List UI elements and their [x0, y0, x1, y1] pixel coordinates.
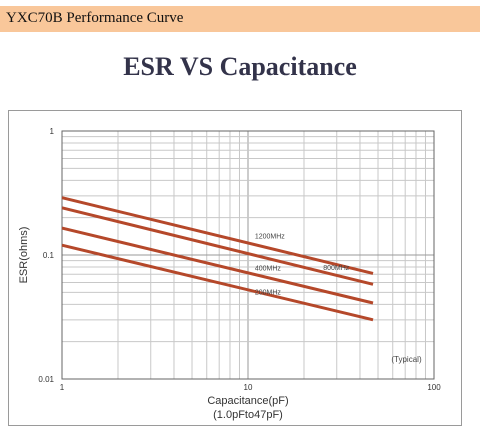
series-line: [61, 206, 374, 286]
y-tick-label: 0.1: [43, 251, 55, 260]
chart-frame: 1200MHz 800MHz 400MHz 200MHz 1 10 100 0.01 0.1 1…: [8, 110, 462, 426]
tick-layer: 1 10 100 0.01 0.1 1: [38, 127, 441, 392]
header-bar: YXC70B Performance Curve: [0, 6, 480, 32]
x-tick-label: 10: [244, 383, 253, 392]
series-line: [61, 243, 374, 322]
series-layer: 1200MHz 800MHz 400MHz 200MHz: [61, 196, 374, 322]
series-label: 200MHz: [255, 289, 282, 296]
series-label: 800MHz: [323, 265, 350, 272]
x-tick-label: 1: [60, 383, 65, 392]
x-tick-label: 100: [427, 383, 441, 392]
series-line: [61, 196, 374, 275]
x-axis-label: Capacitance(pF): [207, 395, 288, 407]
chart-title: ESR VS Capacitance: [123, 52, 357, 81]
y-tick-label: 0.01: [38, 375, 54, 384]
plot-border: [61, 130, 435, 380]
y-tick-label: 1: [50, 127, 55, 136]
x-axis-sublabel: (1.0pFto47pF): [213, 409, 283, 421]
typical-annotation: (Typical): [391, 355, 422, 364]
series-label: 1200MHz: [255, 234, 285, 241]
header-title: YXC70B Performance Curve: [6, 10, 184, 26]
y-axis-label: ESR(ohms): [18, 227, 30, 284]
series-label: 400MHz: [255, 266, 282, 273]
series-line: [61, 226, 374, 305]
